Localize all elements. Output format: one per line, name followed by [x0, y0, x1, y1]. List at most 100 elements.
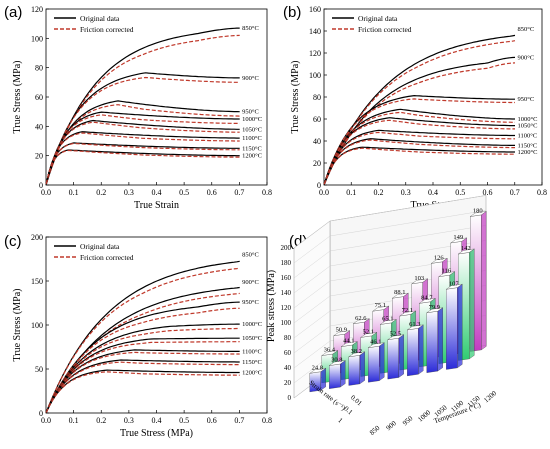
bar-top: [470, 211, 487, 217]
series-original-line: [323, 146, 515, 185]
series-original-line: [45, 359, 240, 413]
bar-side: [481, 211, 487, 351]
series-temperature-label: 1000°C: [242, 116, 262, 123]
x-tick-label: 0.0: [319, 188, 329, 197]
bar-value-label: 52.5: [390, 331, 401, 338]
series-temperature-label: 1100°C: [517, 133, 537, 140]
x-tick-label: 0.6: [207, 416, 217, 425]
z-gridline: [293, 310, 331, 339]
y-axis-title: True Stress (MPa): [12, 61, 23, 134]
series-temperature-label: 1150°C: [242, 145, 262, 152]
bar-top: [411, 278, 428, 284]
bar-top: [407, 324, 424, 331]
series-original-line: [45, 100, 240, 185]
bar: [426, 311, 438, 373]
series-temperature-label: 1150°C: [517, 142, 537, 149]
bar-top: [372, 305, 389, 312]
series-temperature-label: 950°C: [517, 96, 534, 103]
series-temperature-label: 1200°C: [242, 153, 262, 160]
x-tick-label: 0.3: [401, 188, 411, 197]
bar-top: [431, 258, 448, 264]
z-gridline: [293, 265, 331, 294]
series-corrected-line: [45, 327, 240, 413]
bar-value-label: 30.8: [331, 357, 342, 364]
panel-b: (b) 0.0 0.1 0.2 0.3 0.4 0.5 0.6 0.7 0.8 0 20 40 60 80 1…: [283, 4, 547, 211]
series-temperature-label: 1150°C: [242, 359, 262, 366]
z-tick-label: 140: [281, 289, 292, 297]
series-temperature-label: 850°C: [242, 252, 259, 259]
temperature-tick-label: 950: [401, 414, 415, 427]
series-temperature-label: 900°C: [242, 279, 259, 286]
series-temperature-label: 1050°C: [242, 126, 262, 133]
series-temperature-label: 1050°C: [517, 123, 537, 130]
bar-top: [438, 271, 455, 277]
x-tick-label: 0.2: [96, 416, 106, 425]
y-tick-label: 40: [35, 122, 43, 131]
x-tick-label: 0.6: [207, 188, 217, 197]
series-original-line: [45, 369, 240, 413]
panel-label: (c): [4, 233, 22, 250]
bar-value-label: 44.1: [343, 338, 354, 345]
x-tick-label: 0.2: [374, 188, 384, 197]
series-temperature-label: 950°C: [242, 299, 259, 306]
z-tick-label: 0: [288, 394, 292, 402]
x-tick-label: 0.3: [124, 416, 134, 425]
series-corrected-line: [45, 371, 240, 413]
bar-top: [446, 284, 463, 290]
temperature-tick-label: 1200: [482, 389, 498, 404]
bar-value-label: 62.6: [355, 315, 367, 322]
series-temperature-label: 1000°C: [517, 116, 537, 123]
legend-label: Original data: [80, 14, 120, 23]
strain-rate-tick-label: 0.01: [349, 393, 364, 407]
z-tick-label: 80: [284, 334, 292, 342]
series-corrected-line: [323, 111, 515, 185]
series-original-line: [45, 111, 240, 184]
y-tick-label: 100: [31, 34, 43, 43]
z-gridline: [329, 195, 487, 222]
y-tick-label: 100: [309, 71, 321, 80]
z-gridline: [329, 225, 487, 252]
x-tick-label: 0.8: [262, 416, 272, 425]
series-temperature-label: 850°C: [242, 25, 259, 32]
series-corrected-line: [323, 62, 516, 185]
y-axis-title: True Stress (MPa): [12, 289, 23, 362]
series-corrected-line: [45, 142, 240, 184]
x-tick-label: 0.7: [234, 188, 244, 197]
bar-top: [348, 351, 365, 357]
legend-label: Friction corrected: [80, 253, 134, 262]
series-original-line: [323, 117, 515, 185]
series-original-line: [45, 323, 240, 413]
bar-top: [353, 318, 370, 324]
bar-value-label: 116: [441, 268, 451, 275]
z-tick-label: 100: [281, 319, 292, 327]
strain-rate-tick-label: 1: [336, 416, 344, 425]
y-tick-label: 100: [31, 321, 43, 330]
series-corrected-line: [45, 121, 240, 184]
series-original-line: [45, 119, 240, 184]
y-tick-label: 0: [39, 181, 43, 190]
bar-value-label: 61.3: [409, 321, 420, 328]
bar-top: [321, 350, 338, 356]
series-temperature-label: 1200°C: [242, 370, 262, 377]
x-tick-label: 0.4: [152, 188, 162, 197]
x-tick-label: 0.5: [179, 188, 189, 197]
bar-top: [329, 360, 346, 366]
x-tick-label: 0.1: [69, 416, 79, 425]
z-gridline: [293, 250, 331, 279]
bar-side: [340, 360, 346, 388]
bar-value-label: 65.1: [382, 315, 393, 322]
series-temperature-label: 1100°C: [242, 135, 262, 142]
temperature-tick-label: 850: [368, 424, 382, 437]
series-temperature-label: 1000°C: [242, 321, 262, 328]
z-tick-label: 180: [281, 259, 292, 267]
series-original-line: [323, 138, 515, 185]
y-tick-label: 60: [313, 115, 321, 124]
bar: [329, 363, 341, 389]
bar-top: [380, 319, 397, 325]
series-corrected-line: [45, 76, 240, 185]
bar-value-label: 107: [449, 280, 460, 287]
bar-value-label: 84.7: [421, 294, 433, 301]
bar-top: [333, 330, 350, 336]
